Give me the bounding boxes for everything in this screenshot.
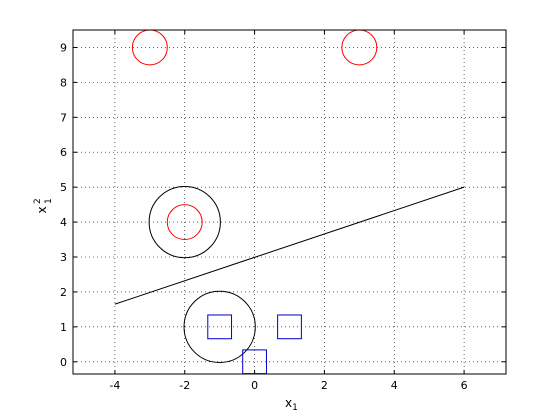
blue-square-point	[277, 314, 302, 340]
svg-text:x: x	[35, 206, 49, 213]
y-tick-label: 6	[60, 146, 67, 159]
y-axis-label-sub: 1	[44, 198, 54, 204]
y-axis-label: x 2 1	[33, 198, 54, 213]
y-tick-label: 2	[60, 286, 67, 299]
markers-layer	[131, 29, 378, 375]
x-axis-label-main: x	[285, 396, 292, 410]
support-vector-circle	[183, 290, 256, 363]
plot-frame	[72, 29, 507, 375]
y-tick-label: 1	[60, 321, 67, 334]
y-tick-label: 4	[60, 216, 67, 229]
x-tick-label: 4	[391, 379, 398, 392]
y-axis-label-main: x	[35, 206, 49, 213]
y-tick-label: 9	[60, 41, 67, 54]
y-tick-label: 0	[60, 356, 67, 369]
x-axis-label-sub: 1	[292, 403, 298, 413]
grid-lines	[73, 30, 506, 374]
y-tick-label: 8	[60, 76, 67, 89]
x-tick-label: -2	[179, 379, 190, 392]
x-axis-label: x1	[285, 396, 298, 413]
x-tick-label: 6	[461, 379, 468, 392]
decision-boundary-line	[114, 186, 465, 305]
y-tick-label: 7	[60, 111, 67, 124]
support-vector-circle	[148, 185, 221, 259]
blue-square-point	[207, 314, 233, 340]
y-tick-label: 3	[60, 251, 67, 264]
x-tick-label: 2	[321, 379, 328, 392]
red-circle-point	[341, 29, 378, 66]
ticks-layer: -4 -2 0 2 4 6 0 1 2 3 4 5 6 7 8 9	[60, 30, 506, 392]
red-circle-point	[166, 204, 203, 241]
x-tick-label: -4	[109, 379, 120, 392]
x-tick-label: 0	[251, 379, 258, 392]
y-tick-label: 5	[60, 181, 67, 194]
decision-boundary-layer	[114, 186, 465, 305]
y-axis-label-sup: 2	[33, 198, 43, 204]
